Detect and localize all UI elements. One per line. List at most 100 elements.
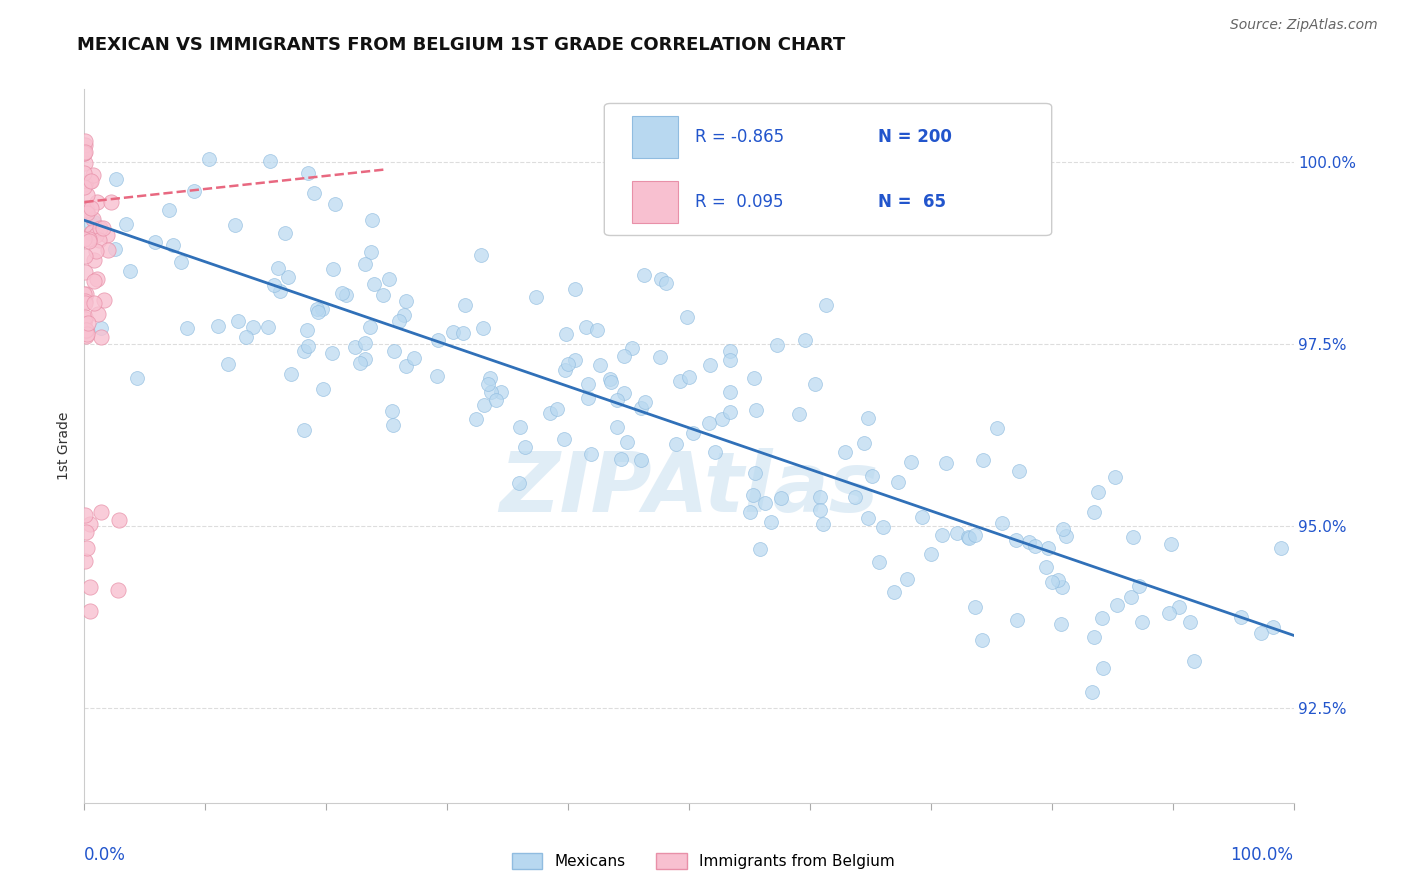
Point [73, 265, 96, 279]
Point [76, 541, 98, 555]
Point [176, 320, 198, 334]
Point [77, 316, 100, 330]
Point [633, 268, 655, 282]
Point [742, 488, 765, 502]
Point [302, 186, 325, 200]
Point [82, 211, 104, 226]
Point [931, 527, 953, 541]
Point [84, 244, 107, 258]
Point [579, 447, 602, 461]
Point [118, 264, 141, 278]
Point [77, 232, 100, 246]
Point [744, 466, 766, 480]
Point [143, 235, 166, 249]
Point [1180, 615, 1202, 629]
Point [76, 202, 98, 217]
Point [79, 580, 101, 594]
Point [465, 412, 488, 426]
Point [564, 353, 586, 368]
Point [277, 270, 299, 285]
Point [353, 335, 375, 350]
Point [1087, 484, 1109, 499]
Point [546, 402, 568, 417]
Point [564, 282, 586, 296]
Point [844, 490, 866, 504]
Point [73, 232, 96, 246]
Point [1230, 610, 1253, 624]
Point [76, 327, 98, 342]
Y-axis label: 1st Grade: 1st Grade [58, 412, 72, 480]
Point [815, 298, 838, 312]
Point [73, 293, 96, 308]
Point [675, 310, 697, 324]
Point [100, 194, 122, 209]
Point [1018, 535, 1040, 549]
Point [699, 358, 721, 372]
Point [970, 633, 993, 648]
Point [634, 395, 657, 409]
Point [742, 370, 765, 384]
Point [1083, 631, 1105, 645]
Point [883, 584, 905, 599]
Point [524, 290, 547, 304]
Point [935, 456, 957, 470]
Point [87, 233, 110, 247]
Point [1040, 575, 1063, 590]
Point [73, 145, 96, 160]
Point [89, 220, 111, 235]
Point [718, 343, 741, 358]
Point [1083, 504, 1105, 518]
Point [330, 286, 353, 301]
Point [83, 296, 105, 310]
Point [1121, 591, 1143, 605]
Point [621, 341, 644, 355]
Point [198, 153, 221, 167]
Point [1050, 580, 1073, 594]
Point [80, 226, 103, 240]
Point [509, 420, 531, 434]
Text: N =  65: N = 65 [877, 193, 946, 211]
Point [263, 277, 285, 292]
Point [1046, 573, 1069, 587]
Point [557, 357, 579, 371]
Point [920, 547, 942, 561]
Text: ZIPAtlas: ZIPAtlas [499, 449, 879, 529]
Point [599, 371, 621, 385]
Point [73, 286, 96, 301]
Point [1104, 470, 1126, 484]
Point [77, 234, 100, 248]
Point [169, 255, 191, 269]
Point [75, 524, 97, 539]
Point [1091, 610, 1114, 624]
Point [576, 391, 599, 405]
Point [224, 218, 246, 232]
Point [718, 405, 741, 419]
Point [489, 384, 512, 399]
Point [162, 237, 184, 252]
Point [242, 320, 264, 334]
Point [312, 383, 335, 397]
Point [295, 323, 318, 337]
Point [75, 323, 97, 337]
Point [73, 180, 96, 194]
Legend: Mexicans, Immigrants from Belgium: Mexicans, Immigrants from Belgium [505, 847, 901, 875]
Point [860, 468, 883, 483]
Point [748, 541, 770, 556]
Point [1091, 660, 1114, 674]
Point [453, 326, 475, 341]
Point [402, 351, 425, 366]
Point [896, 572, 918, 586]
Point [1130, 615, 1153, 629]
Point [1105, 598, 1128, 612]
Point [349, 355, 371, 369]
Point [86, 272, 108, 286]
Point [183, 184, 205, 198]
Point [395, 359, 418, 373]
Point [274, 226, 297, 240]
Point [1050, 617, 1073, 632]
Point [75, 328, 97, 343]
Point [766, 338, 789, 352]
Point [395, 293, 418, 308]
Point [321, 345, 343, 359]
Point [575, 320, 598, 334]
